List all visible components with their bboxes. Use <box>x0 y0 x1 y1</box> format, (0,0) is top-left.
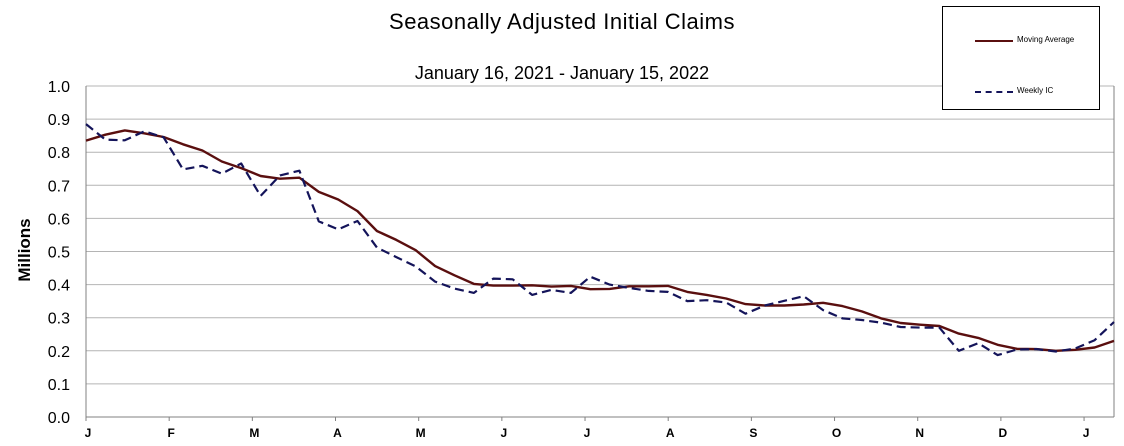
chart-title: Seasonally Adjusted Initial Claims <box>389 9 735 34</box>
x-tick-label: F <box>167 426 174 440</box>
series-line-moving-average <box>85 129 1115 352</box>
x-tick-label: O <box>832 426 841 440</box>
y-tick-label: 0.2 <box>48 344 70 361</box>
x-tick-label: N <box>915 426 924 440</box>
y-tick-label: 0.7 <box>48 178 70 195</box>
y-tick-label: 0.6 <box>48 211 70 228</box>
legend-label-moving-average: Moving Average <box>1017 35 1075 44</box>
y-tick-label: 0.4 <box>48 278 70 295</box>
x-tick-label: J <box>584 426 591 440</box>
legend-item-moving-average: Moving Average <box>943 34 1101 48</box>
x-tick-label: J <box>1083 426 1090 440</box>
legend-label-weekly-ic: Weekly IC <box>1017 86 1054 95</box>
y-tick-label: 1.0 <box>48 79 70 96</box>
x-tick-label: J <box>85 426 92 440</box>
y-tick-label: 0.5 <box>48 245 70 262</box>
y-tick-label: 0.8 <box>48 145 70 162</box>
x-tick-label: M <box>249 426 259 440</box>
x-tick-label: A <box>333 426 342 440</box>
legend-item-weekly-ic: Weekly IC <box>943 85 1101 99</box>
y-tick-label: 0.1 <box>48 377 70 394</box>
x-tick-label: J <box>501 426 508 440</box>
legend-swatch-moving-average <box>975 40 1013 42</box>
x-tick-label: A <box>666 426 675 440</box>
legend: Moving Average Weekly IC <box>942 6 1100 110</box>
legend-swatch-weekly-ic <box>975 91 1013 93</box>
y-tick-label: 0.0 <box>48 410 70 427</box>
y-tick-label: 0.3 <box>48 311 70 328</box>
chart-subtitle: January 16, 2021 - January 15, 2022 <box>414 63 710 83</box>
x-tick-label: D <box>999 426 1008 440</box>
x-tick-label: M <box>416 426 426 440</box>
y-axis-label: Millions <box>15 218 34 282</box>
x-tick-label: S <box>749 426 757 440</box>
series-line-weekly-ic <box>85 123 1115 357</box>
y-tick-label: 0.9 <box>48 112 70 129</box>
